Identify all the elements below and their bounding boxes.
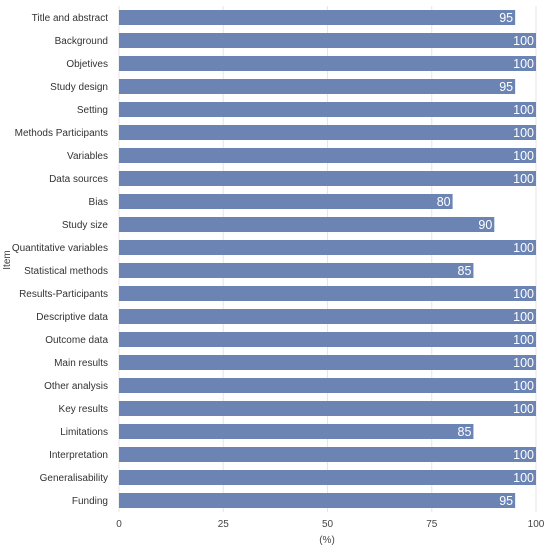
bar bbox=[119, 286, 536, 301]
x-tick-label: 50 bbox=[322, 519, 334, 530]
category-label: Study design bbox=[50, 82, 108, 93]
x-tick-labels: 0 25 50 75 100 bbox=[116, 519, 545, 530]
bar bbox=[119, 309, 536, 324]
bar-value-label: 95 bbox=[499, 11, 513, 25]
bar bbox=[119, 194, 453, 209]
bar bbox=[119, 217, 495, 232]
category-label: Funding bbox=[72, 496, 108, 507]
bar-value-label: 100 bbox=[513, 103, 534, 117]
bar bbox=[119, 470, 536, 485]
bar-value-label: 100 bbox=[513, 471, 534, 485]
bar-value-label: 100 bbox=[513, 356, 534, 370]
bar-value-label: 85 bbox=[458, 264, 472, 278]
x-tick-label: 100 bbox=[528, 519, 545, 530]
category-label: Quantitative variables bbox=[12, 243, 108, 254]
bar bbox=[119, 171, 536, 186]
bar bbox=[119, 240, 536, 255]
bar bbox=[119, 125, 536, 140]
bar bbox=[119, 10, 516, 25]
x-tick-label: 75 bbox=[426, 519, 438, 530]
bar bbox=[119, 401, 536, 416]
category-label: Background bbox=[55, 36, 108, 47]
category-label: Study size bbox=[62, 220, 109, 231]
bar bbox=[119, 33, 536, 48]
category-label: Interpretation bbox=[49, 450, 108, 461]
bar bbox=[119, 378, 536, 393]
y-tick-labels: Title and abstract Background Objetives Stu… bbox=[12, 13, 109, 507]
y-axis-label: Item bbox=[2, 250, 13, 269]
category-label: Variables bbox=[67, 151, 108, 162]
bar-value-label: 95 bbox=[499, 80, 513, 94]
category-label: Setting bbox=[77, 105, 108, 116]
bar bbox=[119, 493, 516, 508]
bar-value-label: 85 bbox=[458, 425, 472, 439]
bar bbox=[119, 56, 536, 71]
bar-value-label: 100 bbox=[513, 149, 534, 163]
category-label: Key results bbox=[59, 404, 108, 415]
category-label: Data sources bbox=[49, 174, 108, 185]
category-label: Title and abstract bbox=[32, 13, 109, 24]
x-axis-label: (%) bbox=[319, 535, 335, 546]
category-label: Methods Participants bbox=[15, 128, 108, 139]
bar bbox=[119, 424, 474, 439]
category-label: Other analysis bbox=[44, 381, 108, 392]
bar bbox=[119, 332, 536, 347]
bar bbox=[119, 447, 536, 462]
bar-value-label: 100 bbox=[513, 126, 534, 140]
bar-value-label: 100 bbox=[513, 310, 534, 324]
bar-value-label: 100 bbox=[513, 448, 534, 462]
bar-value-label: 90 bbox=[478, 218, 492, 232]
bar-value-label: 80 bbox=[437, 195, 451, 209]
bar bbox=[119, 355, 536, 370]
bar bbox=[119, 79, 516, 94]
x-tick-label: 25 bbox=[218, 519, 230, 530]
category-label: Bias bbox=[89, 197, 108, 208]
bar-value-label: 95 bbox=[499, 494, 513, 508]
x-tick-label: 0 bbox=[116, 519, 122, 530]
bar-value-label: 100 bbox=[513, 57, 534, 71]
bar-value-label: 100 bbox=[513, 402, 534, 416]
bar-value-label: 100 bbox=[513, 333, 534, 347]
bars: 9510010095100100100100809010085100100100… bbox=[119, 10, 536, 508]
category-label: Statistical methods bbox=[24, 266, 108, 277]
category-label: Main results bbox=[54, 358, 108, 369]
category-label: Limitations bbox=[60, 427, 108, 438]
bar bbox=[119, 102, 536, 117]
bar bbox=[119, 148, 536, 163]
category-label: Outcome data bbox=[45, 335, 108, 346]
category-label: Results-Participants bbox=[19, 289, 108, 300]
bar bbox=[119, 263, 474, 278]
category-label: Descriptive data bbox=[36, 312, 108, 323]
bar-value-label: 100 bbox=[513, 34, 534, 48]
bar-value-label: 100 bbox=[513, 287, 534, 301]
bar-value-label: 100 bbox=[513, 241, 534, 255]
bar-value-label: 100 bbox=[513, 172, 534, 186]
category-label: Objetives bbox=[66, 59, 108, 70]
category-label: Generalisability bbox=[40, 473, 108, 484]
bar-value-label: 100 bbox=[513, 379, 534, 393]
